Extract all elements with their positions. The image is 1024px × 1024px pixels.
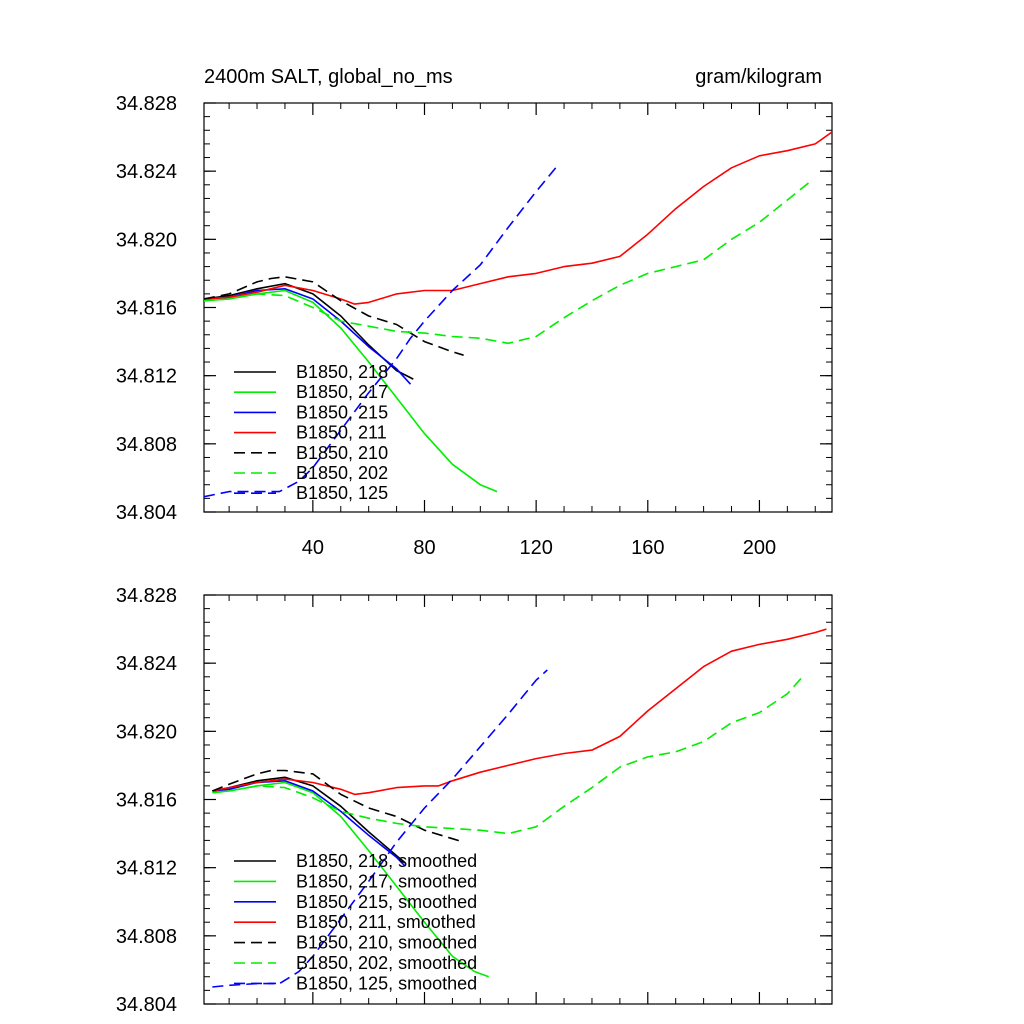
x-tick-label: 200 — [743, 537, 776, 559]
legend-label-2: B1850, 215, smoothed — [296, 892, 477, 912]
legend-label-1: B1850, 217 — [296, 382, 388, 402]
x-tick-label: 120 — [519, 537, 552, 559]
y-tick-label: 34.828 — [116, 585, 177, 607]
series-group — [204, 131, 832, 498]
bottom-panel: 34.804 34.808 34.812 34.816 34.820 34.824 34.8… — [116, 585, 833, 1016]
legend-label-3: B1850, 211 — [296, 423, 387, 443]
series-line-4 — [212, 769, 464, 843]
legend-label-0: B1850, 218 — [296, 362, 388, 382]
legend-label-6: B1850, 125 — [296, 483, 388, 503]
y-tick-label: 34.824 — [116, 161, 177, 183]
legend-label-2: B1850, 215 — [296, 402, 388, 422]
legend-label-4: B1850, 210, smoothed — [296, 933, 477, 953]
legend-label-6: B1850, 125, smoothed — [296, 973, 477, 993]
y-tick-label: 34.808 — [116, 434, 177, 456]
x-tick-label: 40 — [302, 537, 324, 559]
y-tick-label: 34.804 — [116, 502, 177, 524]
y-tick-label: 34.820 — [116, 721, 177, 743]
y-tick-label: 34.808 — [116, 926, 177, 948]
x-tick-label: 80 — [413, 537, 435, 559]
y-tick-label: 34.816 — [116, 790, 177, 812]
legend-label-1: B1850, 217, smoothed — [296, 871, 477, 891]
legend-label-5: B1850, 202, smoothed — [296, 953, 477, 973]
legend-label-0: B1850, 218, smoothed — [296, 851, 477, 871]
y-tick-label: 34.828 — [116, 93, 177, 115]
y-tick-label: 34.820 — [116, 229, 177, 251]
y-tick-label: 34.804 — [116, 994, 177, 1016]
series-line-1 — [204, 289, 498, 493]
top-panel: 34.804 34.808 34.812 34.816 34.820 34.824 34.8… — [116, 66, 833, 559]
series-line-5 — [212, 674, 805, 835]
series-line-3 — [204, 131, 832, 305]
chart-title-left: 2400m SALT, global_no_ms — [204, 66, 453, 88]
x-tick-label: 160 — [631, 537, 664, 559]
chart-title-right: gram/kilogram — [695, 66, 822, 88]
series-line-2 — [212, 779, 406, 867]
legend-label-4: B1850, 210 — [296, 443, 388, 463]
y-tick-label: 34.812 — [116, 366, 177, 388]
series-line-4 — [204, 275, 464, 356]
series-line-5 — [204, 179, 814, 345]
y-tick-label: 34.812 — [116, 858, 177, 880]
y-tick-label: 34.816 — [116, 298, 177, 320]
series-line-3 — [212, 628, 827, 796]
y-tick-label: 34.824 — [116, 653, 177, 675]
legend-label-5: B1850, 202 — [296, 463, 388, 483]
legend-label-3: B1850, 211, smoothed — [296, 912, 476, 932]
